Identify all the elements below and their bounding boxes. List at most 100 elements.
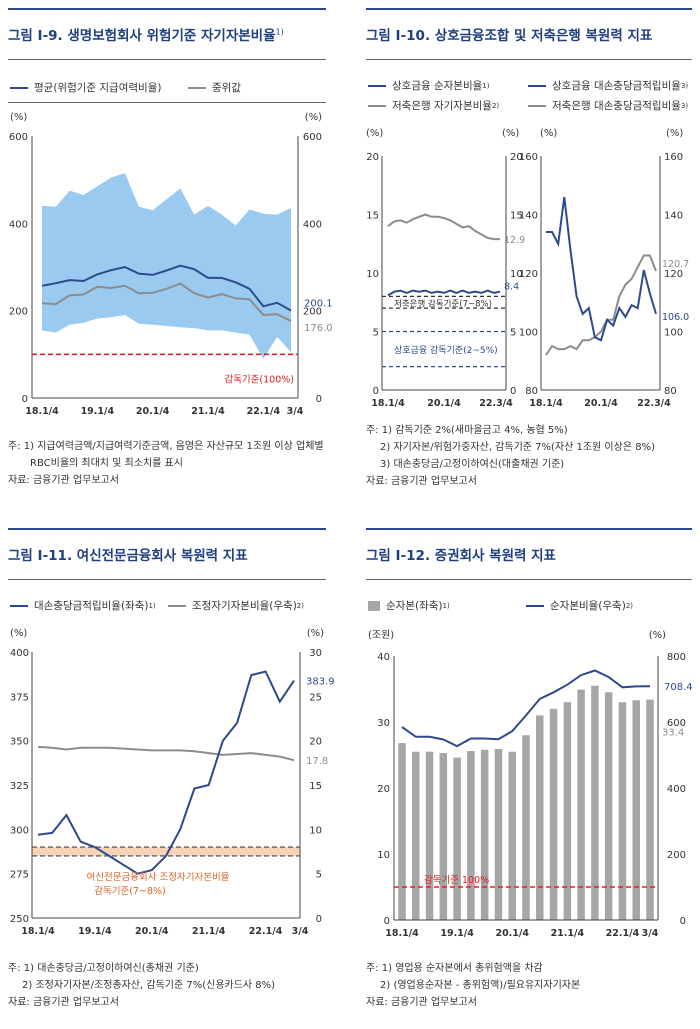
end-label-mutual-capital: 8.4 — [504, 282, 519, 293]
y-tick-right: 100 — [664, 328, 683, 339]
y-tick-right: 400 — [667, 784, 686, 795]
panel-mutual-savings: 그림 Ⅰ-10. 상호금융조합 및 저축은행 복원력 지표 상호금융 순자본비율… — [366, 8, 692, 498]
x-tick-label: 21.1/4 — [551, 928, 585, 939]
band-label-mutual: 상호금융 감독기준(2~5%) — [394, 344, 498, 356]
legend-item-mutual-capital: 상호금융 순자본비율 1) — [368, 78, 489, 93]
y-tick-left: 200 — [9, 307, 28, 318]
chart-title: 그림 Ⅰ-12. 증권회사 복원력 지표 — [366, 548, 556, 564]
chart-mutual-savings: (%) (%) 0 0 5 5 10 10 15 15 20 20 저축은행 감독기준(7~8%) 상호금… — [366, 128, 689, 409]
bar-net-capital — [508, 751, 516, 920]
legend-divider — [8, 102, 326, 103]
x-tick-label: 3/4 — [292, 926, 309, 937]
end-label-adjusted-capital: 17.8 — [306, 756, 328, 767]
legend-item-savings-capital: 저축은행 자기자본비율 2) — [368, 98, 499, 113]
x-tick-label-right: 22.3/4 — [637, 398, 671, 409]
bar-net-capital — [439, 753, 448, 920]
y-tick-mid2: 120 — [519, 269, 538, 280]
bar-net-capital — [467, 751, 475, 920]
y-tick-right: 80 — [664, 386, 677, 397]
y-tick-right: 120 — [664, 269, 683, 280]
series-net-capital-ratio — [401, 669, 651, 748]
end-label-net-capital: 33.4 — [662, 728, 684, 739]
bar-net-capital — [536, 715, 544, 920]
title-divider — [366, 579, 692, 580]
x-tick-label: 3/4 — [642, 928, 659, 939]
bar-net-capital — [591, 685, 599, 920]
chart-title: 그림 Ⅰ-10. 상호금융조합 및 저축은행 복원력 지표 — [366, 28, 653, 44]
series-adjusted-capital — [37, 745, 295, 762]
band-label-2: 감독기준(7~8%) — [94, 885, 165, 897]
y-tick-left: 30 — [377, 718, 390, 729]
y-tick-mid2: 100 — [519, 328, 538, 339]
y-tick-left: 350 — [10, 737, 29, 748]
unit-label-right: (%) — [307, 628, 324, 639]
end-label-provision-ratio: 383.9 — [306, 677, 335, 688]
unit-label-left: (%) — [10, 112, 27, 123]
x-tick-label-right: 20.1/4 — [584, 398, 618, 409]
series-savings-provision — [545, 254, 657, 356]
legend-item-average: 평균(위험기준 지급여력비율) — [10, 80, 161, 95]
x-tick-label: 19.1/4 — [440, 928, 474, 939]
y-tick-left: 0 — [22, 394, 28, 405]
panel-top-rule — [8, 528, 326, 530]
y-tick-right: 0 — [680, 916, 686, 927]
y-tick-left: 20 — [377, 784, 390, 795]
x-tick-label: 20.1/4 — [495, 928, 529, 939]
y-tick-mid: 20 — [510, 152, 523, 163]
y-tick-left: 300 — [10, 825, 29, 836]
unit-label-right: (%) — [666, 128, 683, 139]
y-tick-left: 400 — [10, 648, 29, 659]
series-savings-capital — [387, 213, 500, 241]
bar-net-capital — [453, 757, 461, 920]
y-tick-left: 0 — [384, 916, 390, 927]
chart-life-insurance: (%) (%) 0 0 200 200 400 400 600 600 감독기준(100%) 200.… — [9, 112, 333, 417]
panel-life-insurance: 그림 Ⅰ-9. 생명보험회사 위험기준 자기자본비율1) 평균(위험기준 지급여… — [8, 8, 333, 498]
chart-credit-finance: (%) (%) 250 275 300 325 350 375 400 0 5 10 15 20 25 30 여… — [10, 628, 335, 937]
unit-label-mid: (%) — [502, 128, 519, 139]
legend-item-net-capital: 순자본(좌축) 1) — [368, 598, 450, 613]
panel-credit-finance: 그림 Ⅰ-11. 여신전문금융회사 복원력 지표 대손충당금적립비율(좌축) 1)… — [8, 528, 335, 1023]
end-label-median: 176.0 — [304, 323, 333, 334]
notes: 주: 1) 영업용 순자본에서 총위험액을 차감 2) (영업용순자본 - 총위… — [366, 963, 581, 1008]
reference-label: 감독기준 100% — [424, 874, 489, 886]
title-divider — [8, 59, 326, 60]
panel-top-rule — [8, 8, 326, 10]
y-tick-left: 325 — [10, 781, 29, 792]
y-tick-right: 30 — [309, 648, 322, 659]
band-label-1: 여신전문금융회사 조정자기자본비율 — [87, 871, 230, 883]
series-provision-ratio — [37, 670, 295, 875]
y-tick-mid2: 160 — [519, 152, 538, 163]
unit-label-right: (%) — [649, 630, 666, 641]
x-tick-label: 19.1/4 — [78, 926, 112, 937]
chart-title: 그림 Ⅰ-9. 생명보험회사 위험기준 자기자본비율1) — [8, 27, 284, 45]
x-tick-label: 20.1/4 — [135, 926, 169, 937]
panel-securities: 그림 Ⅰ-12. 증권회사 복원력 지표 순자본(좌축) 1) 순자본비율(우축)… — [366, 528, 693, 1023]
bar-net-capital — [632, 700, 640, 920]
unit-label-right: (%) — [305, 112, 322, 123]
title-divider — [8, 579, 326, 580]
band-label-savings: 저축은행 감독기준(7~8%) — [394, 298, 492, 309]
bar-net-capital — [563, 702, 572, 920]
end-label-average: 200.1 — [304, 299, 333, 310]
y-tick-right: 10 — [309, 825, 322, 836]
series-mutual-provision — [546, 196, 657, 342]
range-band — [42, 173, 291, 359]
y-tick-right: 800 — [667, 652, 686, 663]
x-tick-label-left: 20.1/4 — [427, 398, 461, 409]
y-tick-left: 0 — [373, 386, 379, 397]
y-tick-right: 400 — [303, 219, 322, 230]
x-tick-label: 21.1/4 — [192, 926, 226, 937]
y-tick-mid: 15 — [510, 211, 523, 222]
y-tick-right: 15 — [309, 781, 322, 792]
x-tick-label: 18.1/4 — [21, 926, 55, 937]
x-tick-label: 18.1/4 — [25, 406, 59, 417]
series-mutual-capital — [387, 289, 501, 297]
bar-net-capital — [549, 708, 558, 920]
y-tick-right: 140 — [664, 211, 683, 222]
x-tick-label: 18.1/4 — [385, 928, 419, 939]
y-tick-left: 600 — [9, 132, 28, 143]
notes: 주: 1) 지급여력금액/지급여력기준금액, 음영은 자산규모 1조원 이상 업… — [8, 441, 324, 486]
y-tick-left: 10 — [377, 850, 390, 861]
bar-net-capital — [646, 699, 654, 920]
